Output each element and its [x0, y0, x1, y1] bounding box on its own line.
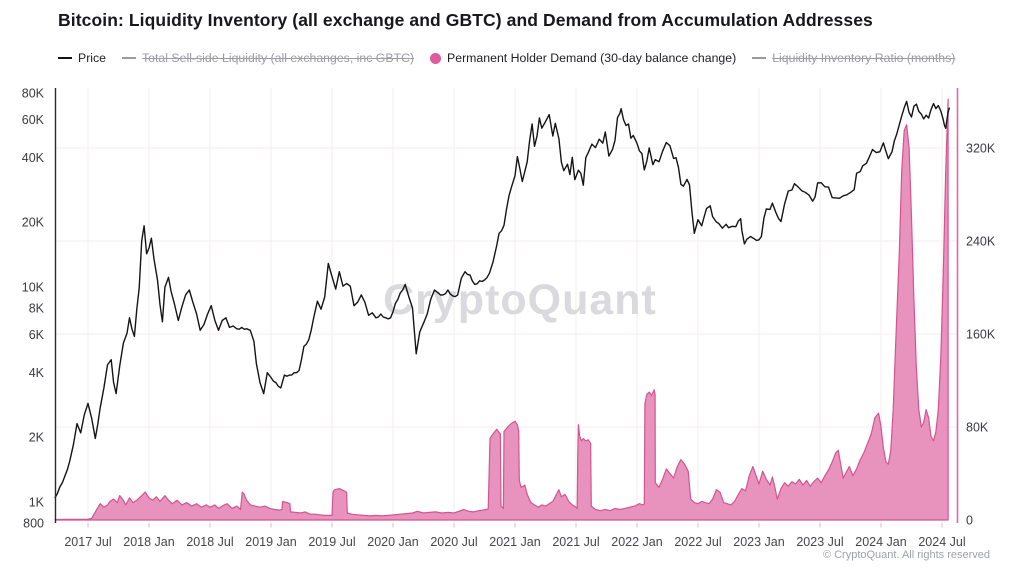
- x-tick-label: 2017 Jul: [64, 535, 111, 549]
- legend-line-icon: [122, 57, 137, 59]
- legend-line-icon: [752, 57, 767, 59]
- y-left-tick-label: 1K: [29, 496, 45, 510]
- legend-item-label: Permanent Holder Demand (30-day balance …: [447, 51, 737, 65]
- y-right-tick-label: 0: [966, 513, 973, 527]
- y-right-tick-label: 240K: [966, 234, 996, 248]
- legend-item-price[interactable]: Price: [58, 51, 106, 65]
- x-tick-label: 2024 Jan: [855, 535, 906, 549]
- y-right-tick-label: 160K: [966, 327, 996, 341]
- x-tick-label: 2021 Jan: [489, 535, 540, 549]
- y-left-tick-label: 20K: [22, 216, 45, 230]
- y-left-tick-label: 800: [23, 516, 44, 530]
- y-left-tick-label: 10K: [22, 281, 45, 295]
- y-left-tick-label: 8K: [29, 301, 45, 315]
- x-tick-label: 2022 Jan: [611, 535, 662, 549]
- legend-item-label: Price: [78, 51, 107, 65]
- y-left-tick-label: 6K: [29, 328, 45, 342]
- x-tick-label: 2018 Jan: [123, 535, 174, 549]
- watermark-text: CryptoQuant: [383, 276, 657, 324]
- y-left-tick-label: 80K: [22, 86, 45, 100]
- legend: Price Total Sell-side Liquidity (all exch…: [58, 51, 955, 65]
- y-right-tick-label: 80K: [966, 420, 989, 434]
- x-tick-label: 2020 Jul: [430, 535, 477, 549]
- x-tick-label: 2022 Jul: [674, 535, 721, 549]
- legend-item-demand[interactable]: Permanent Holder Demand (30-day balance …: [430, 51, 736, 65]
- x-tick-label: 2020 Jan: [367, 535, 418, 549]
- demand-area: [54, 98, 949, 521]
- y-right-tick-label: 320K: [966, 141, 996, 155]
- legend-item-ratio[interactable]: Liquidity Inventory Ratio (months): [752, 51, 955, 65]
- x-tick-label: 2024 Jul: [918, 535, 965, 549]
- x-tick-label: 2018 Jul: [186, 535, 233, 549]
- price-line: [54, 100, 950, 499]
- x-tick-label: 2021 Jul: [552, 535, 599, 549]
- legend-line-icon: [58, 57, 72, 59]
- chart-title: Bitcoin: Liquidity Inventory (all exchan…: [58, 10, 873, 30]
- legend-item-label: Liquidity Inventory Ratio (months): [772, 51, 956, 65]
- y-left-tick-label: 40K: [22, 151, 45, 165]
- y-left-tick-label: 4K: [29, 366, 45, 380]
- legend-dot-icon: [430, 52, 442, 64]
- x-tick-label: 2023 Jul: [796, 535, 843, 549]
- legend-item-sellside[interactable]: Total Sell-side Liquidity (all exchanges…: [122, 51, 414, 65]
- x-tick-label: 2019 Jan: [245, 535, 296, 549]
- footer-copyright: © CryptoQuant. All rights reserved: [822, 549, 990, 561]
- legend-item-label: Total Sell-side Liquidity (all exchanges…: [142, 51, 415, 65]
- x-tick-label: 2019 Jul: [308, 535, 355, 549]
- x-tick-label: 2023 Jan: [733, 535, 784, 549]
- y-left-tick-label: 2K: [29, 431, 45, 445]
- y-left-tick-label: 60K: [22, 113, 45, 127]
